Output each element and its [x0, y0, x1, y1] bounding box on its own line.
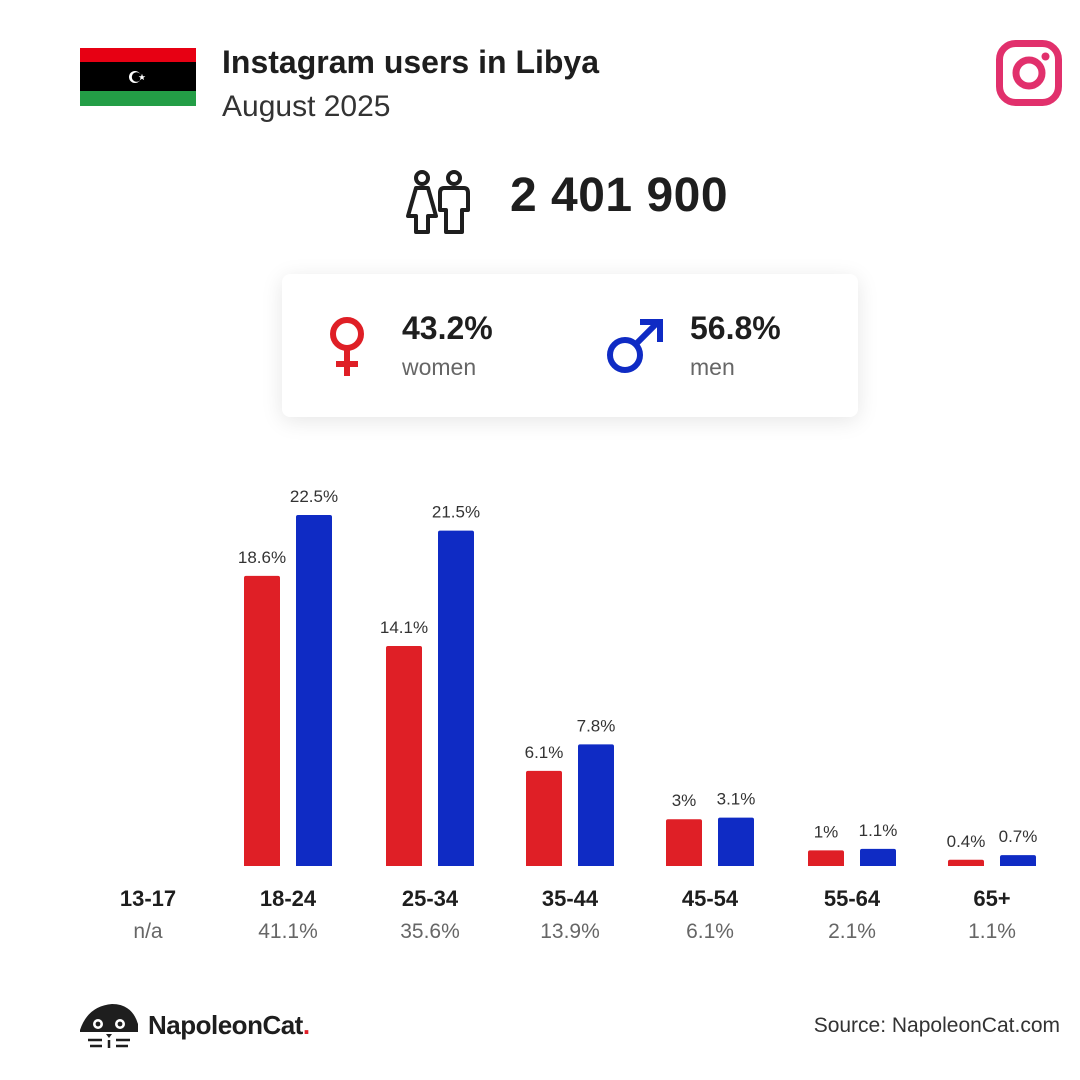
- brand-text: NapoleonCat: [148, 1010, 303, 1040]
- bar-men-18-24: [296, 515, 332, 866]
- value-label-men-45-54: 3.1%: [717, 790, 756, 809]
- value-label-women-45-54: 3%: [672, 791, 697, 810]
- women-percent: 43.2%: [402, 310, 493, 346]
- value-label-men-65+: 0.7%: [999, 827, 1038, 846]
- category-total-55-64: 2.1%: [828, 920, 876, 943]
- bar-women-65+: [948, 859, 984, 866]
- value-label-men-18-24: 22.5%: [290, 487, 338, 506]
- value-label-women-65+: 0.4%: [947, 832, 986, 851]
- value-label-men-35-44: 7.8%: [577, 716, 616, 735]
- bar-women-25-34: [386, 646, 422, 866]
- category-total-18-24: 41.1%: [258, 920, 318, 943]
- bar-men-55-64: [860, 848, 896, 866]
- age-gender-bar-chart: 13-17 n/a 18.6% 22.5% 18-24 41.1% 14.1% 21.5% 25…: [120, 487, 1038, 943]
- category-total-45-54: 6.1%: [686, 920, 734, 943]
- value-label-men-55-64: 1.1%: [859, 821, 898, 840]
- category-label-35-44: 35-44: [542, 886, 599, 911]
- male-symbol-icon: [607, 319, 663, 373]
- category-label-25-34: 25-34: [402, 886, 459, 911]
- category-total-65+: 1.1%: [968, 920, 1016, 943]
- bar-men-35-44: [578, 744, 614, 866]
- gender-card: [282, 274, 858, 417]
- category-total-13-17: n/a: [133, 920, 163, 943]
- total-users: 2 401 900: [510, 169, 729, 222]
- bar-women-18-24: [244, 575, 280, 866]
- brand-name: NapoleonCat.: [148, 1010, 310, 1041]
- bar-women-45-54: [666, 819, 702, 866]
- source-text: Source: NapoleonCat.com: [813, 1014, 1060, 1037]
- female-symbol-icon: [330, 317, 364, 376]
- value-label-men-25-34: 21.5%: [432, 503, 480, 522]
- value-label-women-55-64: 1%: [814, 822, 839, 841]
- libya-flag: [80, 48, 196, 106]
- bar-men-65+: [1000, 855, 1036, 866]
- category-label-55-64: 55-64: [824, 886, 881, 911]
- bar-men-45-54: [718, 817, 754, 866]
- instagram-icon: [996, 40, 1062, 106]
- men-label: men: [690, 354, 735, 380]
- people-icon: [406, 170, 470, 234]
- page-subtitle: August 2025: [222, 90, 391, 123]
- category-label-13-17: 13-17: [120, 886, 176, 911]
- napoleoncat-logo-icon: [80, 1004, 138, 1048]
- value-label-women-25-34: 14.1%: [380, 618, 428, 637]
- brand-dot: .: [302, 1010, 310, 1040]
- value-label-women-18-24: 18.6%: [238, 548, 286, 567]
- category-label-45-54: 45-54: [682, 886, 739, 911]
- bar-women-35-44: [526, 770, 562, 866]
- category-total-35-44: 13.9%: [540, 920, 600, 943]
- category-label-18-24: 18-24: [260, 886, 317, 911]
- men-percent: 56.8%: [690, 310, 781, 346]
- women-label: women: [402, 354, 477, 380]
- bar-men-25-34: [438, 530, 474, 866]
- value-label-women-35-44: 6.1%: [525, 743, 564, 762]
- page-title: Instagram users in Libya: [222, 44, 600, 80]
- crescent-star-icon: [129, 71, 146, 83]
- category-label-65+: 65+: [973, 886, 1010, 911]
- bar-women-55-64: [808, 850, 844, 866]
- category-total-25-34: 35.6%: [400, 920, 460, 943]
